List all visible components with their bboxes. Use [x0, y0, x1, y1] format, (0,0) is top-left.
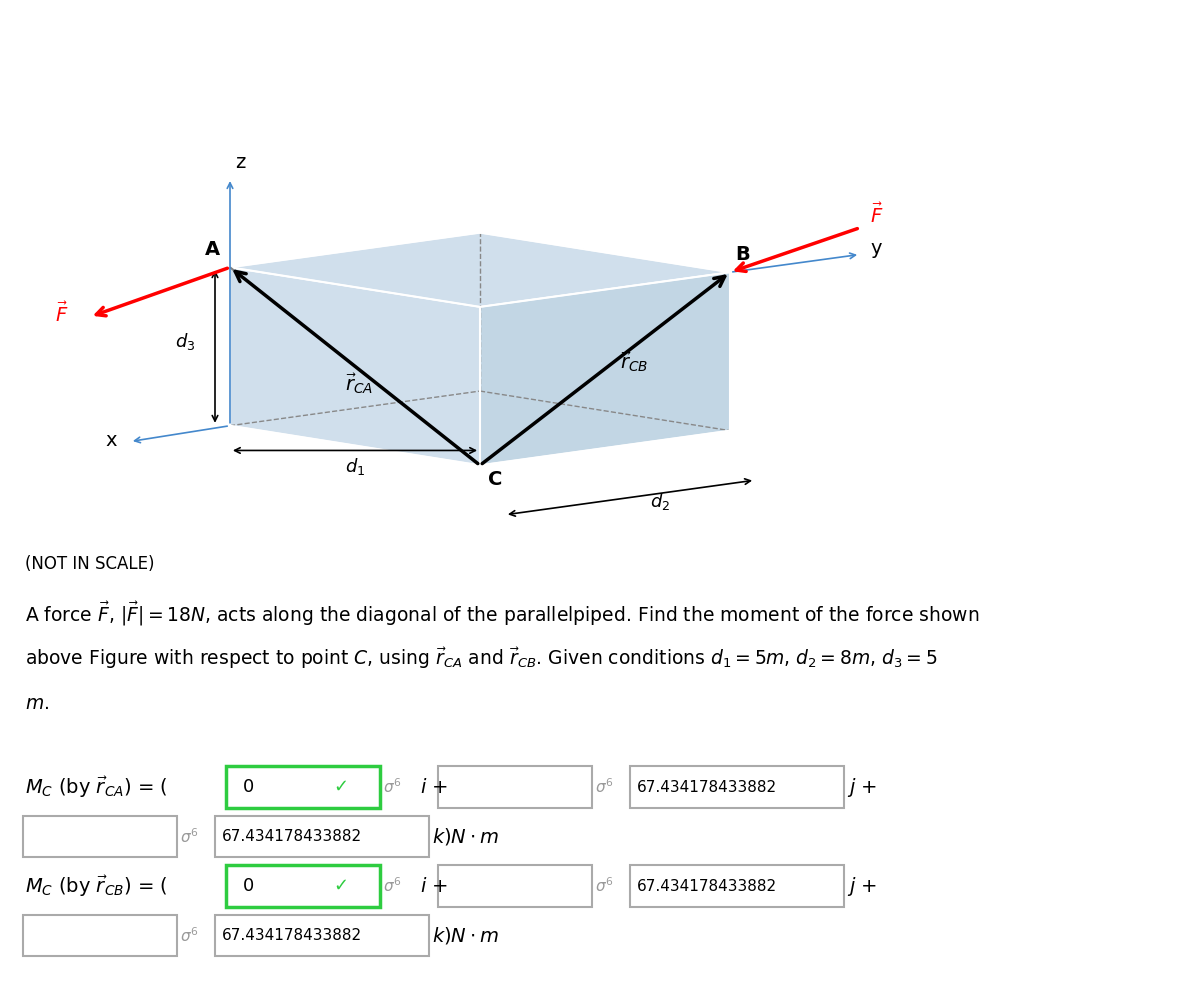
Text: 0: 0 [242, 778, 254, 796]
FancyBboxPatch shape [215, 915, 430, 956]
Text: $d_1$: $d_1$ [344, 456, 365, 477]
Text: $d_2$: $d_2$ [650, 491, 670, 513]
FancyBboxPatch shape [215, 816, 430, 857]
FancyBboxPatch shape [438, 766, 592, 808]
Text: $j$ +: $j$ + [847, 775, 877, 799]
FancyBboxPatch shape [438, 865, 592, 907]
Text: ✓: ✓ [332, 778, 348, 796]
FancyBboxPatch shape [23, 915, 178, 956]
Text: $\sigma^6$: $\sigma^6$ [383, 778, 402, 796]
Text: $\vec{F}$: $\vec{F}$ [870, 203, 883, 227]
Text: 0: 0 [242, 877, 254, 895]
FancyBboxPatch shape [23, 816, 178, 857]
Text: z: z [235, 153, 245, 172]
Text: A: A [205, 241, 220, 259]
Text: $\sigma^6$: $\sigma^6$ [595, 877, 613, 895]
Text: $m$.: $m$. [25, 694, 49, 713]
Text: $M_C$ (by $\vec{r}_{CB}$) = (: $M_C$ (by $\vec{r}_{CB}$) = ( [25, 873, 168, 899]
Text: $j$ +: $j$ + [847, 874, 877, 898]
Text: $\sigma^6$: $\sigma^6$ [180, 927, 198, 944]
Text: y: y [870, 240, 882, 258]
Text: x: x [106, 432, 116, 450]
Text: 67.434178433882: 67.434178433882 [222, 829, 362, 844]
Text: 67.434178433882: 67.434178433882 [637, 878, 778, 894]
Text: above Figure with respect to point $C$, using $\vec{r}_{CA}$ and $\vec{r}_{CB}$.: above Figure with respect to point $C$, … [25, 646, 937, 671]
Text: ✓: ✓ [332, 877, 348, 895]
Text: $k)N \cdot m$: $k)N \cdot m$ [432, 826, 499, 847]
Text: A force $\vec{F}$, $|\vec{F}| = 18N$, acts along the diagonal of the parallelpip: A force $\vec{F}$, $|\vec{F}| = 18N$, ac… [25, 600, 979, 629]
Polygon shape [480, 272, 730, 465]
FancyBboxPatch shape [630, 766, 844, 808]
Text: B: B [734, 246, 750, 264]
Text: $\vec{F}$: $\vec{F}$ [55, 302, 68, 326]
Text: $d_3$: $d_3$ [175, 331, 196, 351]
FancyBboxPatch shape [226, 766, 380, 808]
Text: $\sigma^6$: $\sigma^6$ [595, 778, 613, 796]
Text: 67.434178433882: 67.434178433882 [637, 779, 778, 795]
Text: $i$ +: $i$ + [420, 777, 448, 797]
Text: (NOT IN SCALE): (NOT IN SCALE) [25, 555, 155, 573]
Text: 67.434178433882: 67.434178433882 [222, 928, 362, 943]
Polygon shape [230, 233, 730, 307]
Text: $\sigma^6$: $\sigma^6$ [383, 877, 402, 895]
Text: $\vec{r}_{CA}$: $\vec{r}_{CA}$ [346, 372, 373, 396]
Text: $i$ +: $i$ + [420, 876, 448, 896]
FancyBboxPatch shape [226, 865, 380, 907]
Text: $k)N \cdot m$: $k)N \cdot m$ [432, 925, 499, 946]
Text: C: C [488, 470, 503, 489]
Polygon shape [230, 267, 480, 465]
Text: $M_C$ (by $\vec{r}_{CA}$) = (: $M_C$ (by $\vec{r}_{CA}$) = ( [25, 774, 168, 800]
FancyBboxPatch shape [630, 865, 844, 907]
Text: $\sigma^6$: $\sigma^6$ [180, 828, 198, 845]
Text: $\vec{r}_{CB}$: $\vec{r}_{CB}$ [620, 349, 648, 374]
